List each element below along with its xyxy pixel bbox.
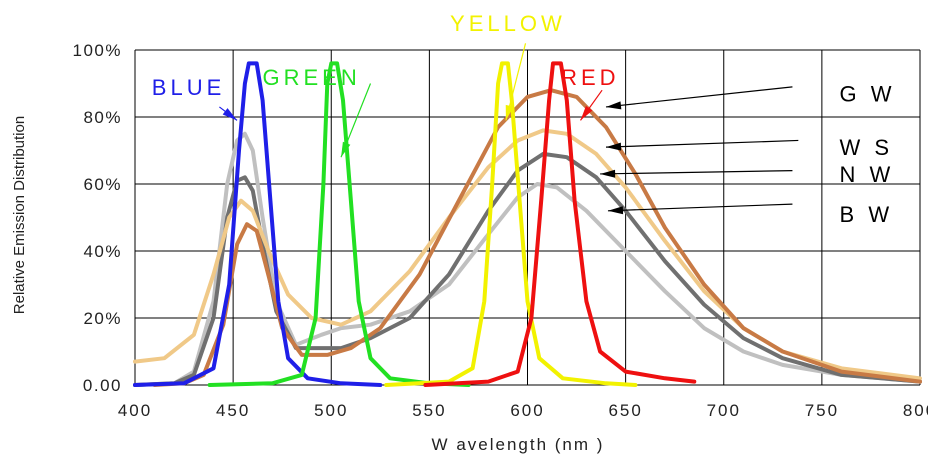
annotation-arrow-head: [580, 105, 593, 121]
y-tick-labels: 0.00 20% 40% 60% 80% 100%: [73, 41, 122, 395]
x-tick-label: 550: [412, 401, 446, 420]
series-line-green: [207, 61, 471, 387]
annotation-arrow-head: [505, 104, 514, 121]
x-axis-label: W avelength (nm ): [432, 435, 605, 454]
x-tick-labels: 400 450 500 550 600 650 700 750 800: [118, 401, 928, 420]
annotation-label: RED: [561, 65, 619, 90]
annotation-label: G W: [840, 82, 896, 107]
annotation-arrow-head: [606, 101, 622, 110]
y-tick-label: 40%: [83, 242, 122, 261]
x-tick-label: 700: [707, 401, 741, 420]
annotation-label: YELLOW: [450, 11, 566, 36]
annotation-arrow-line: [605, 139, 799, 148]
annotation-arrow-line: [605, 86, 793, 108]
annotation-label: W S: [840, 135, 894, 160]
x-tick-label: 450: [216, 401, 250, 420]
x-tick-label: 800: [903, 401, 928, 420]
series-line-nw: [133, 151, 922, 387]
y-axis-label: Relative Emission Distribution: [11, 116, 28, 314]
annotation-label: B W: [840, 202, 894, 227]
y-tick-label: 0.00: [83, 376, 122, 395]
series-line-gw: [152, 88, 922, 387]
y-tick-label: 100%: [73, 41, 122, 60]
annotation-arrow-head: [222, 108, 238, 121]
x-tick-label: 600: [510, 401, 544, 420]
annotation-arrow-head: [606, 142, 622, 151]
series-line-yellow: [384, 61, 638, 387]
series-line-ws: [133, 128, 922, 381]
annotation-arrow-line: [607, 203, 793, 212]
y-tick-label: 60%: [83, 175, 122, 194]
annotation-arrow-head: [341, 141, 351, 158]
annotation-label: GREEN: [263, 65, 361, 90]
x-tick-label: 400: [118, 401, 152, 420]
annotation-arrow-head: [600, 169, 616, 178]
y-tick-label: 80%: [83, 108, 122, 127]
x-tick-label: 750: [805, 401, 839, 420]
series-curves: [133, 61, 922, 387]
series-annotations: BLUE GREEN YELLOW RED G W W SN W B W: [152, 11, 896, 227]
annotation-arrow-line: [600, 170, 793, 175]
annotation-label: N W: [840, 162, 895, 187]
x-tick-label: 650: [608, 401, 642, 420]
annotation-label: BLUE: [152, 75, 225, 100]
y-tick-label: 20%: [83, 309, 122, 328]
x-tick-label: 500: [314, 401, 348, 420]
series-line-red: [423, 61, 697, 387]
annotation-arrow-head: [607, 206, 624, 215]
